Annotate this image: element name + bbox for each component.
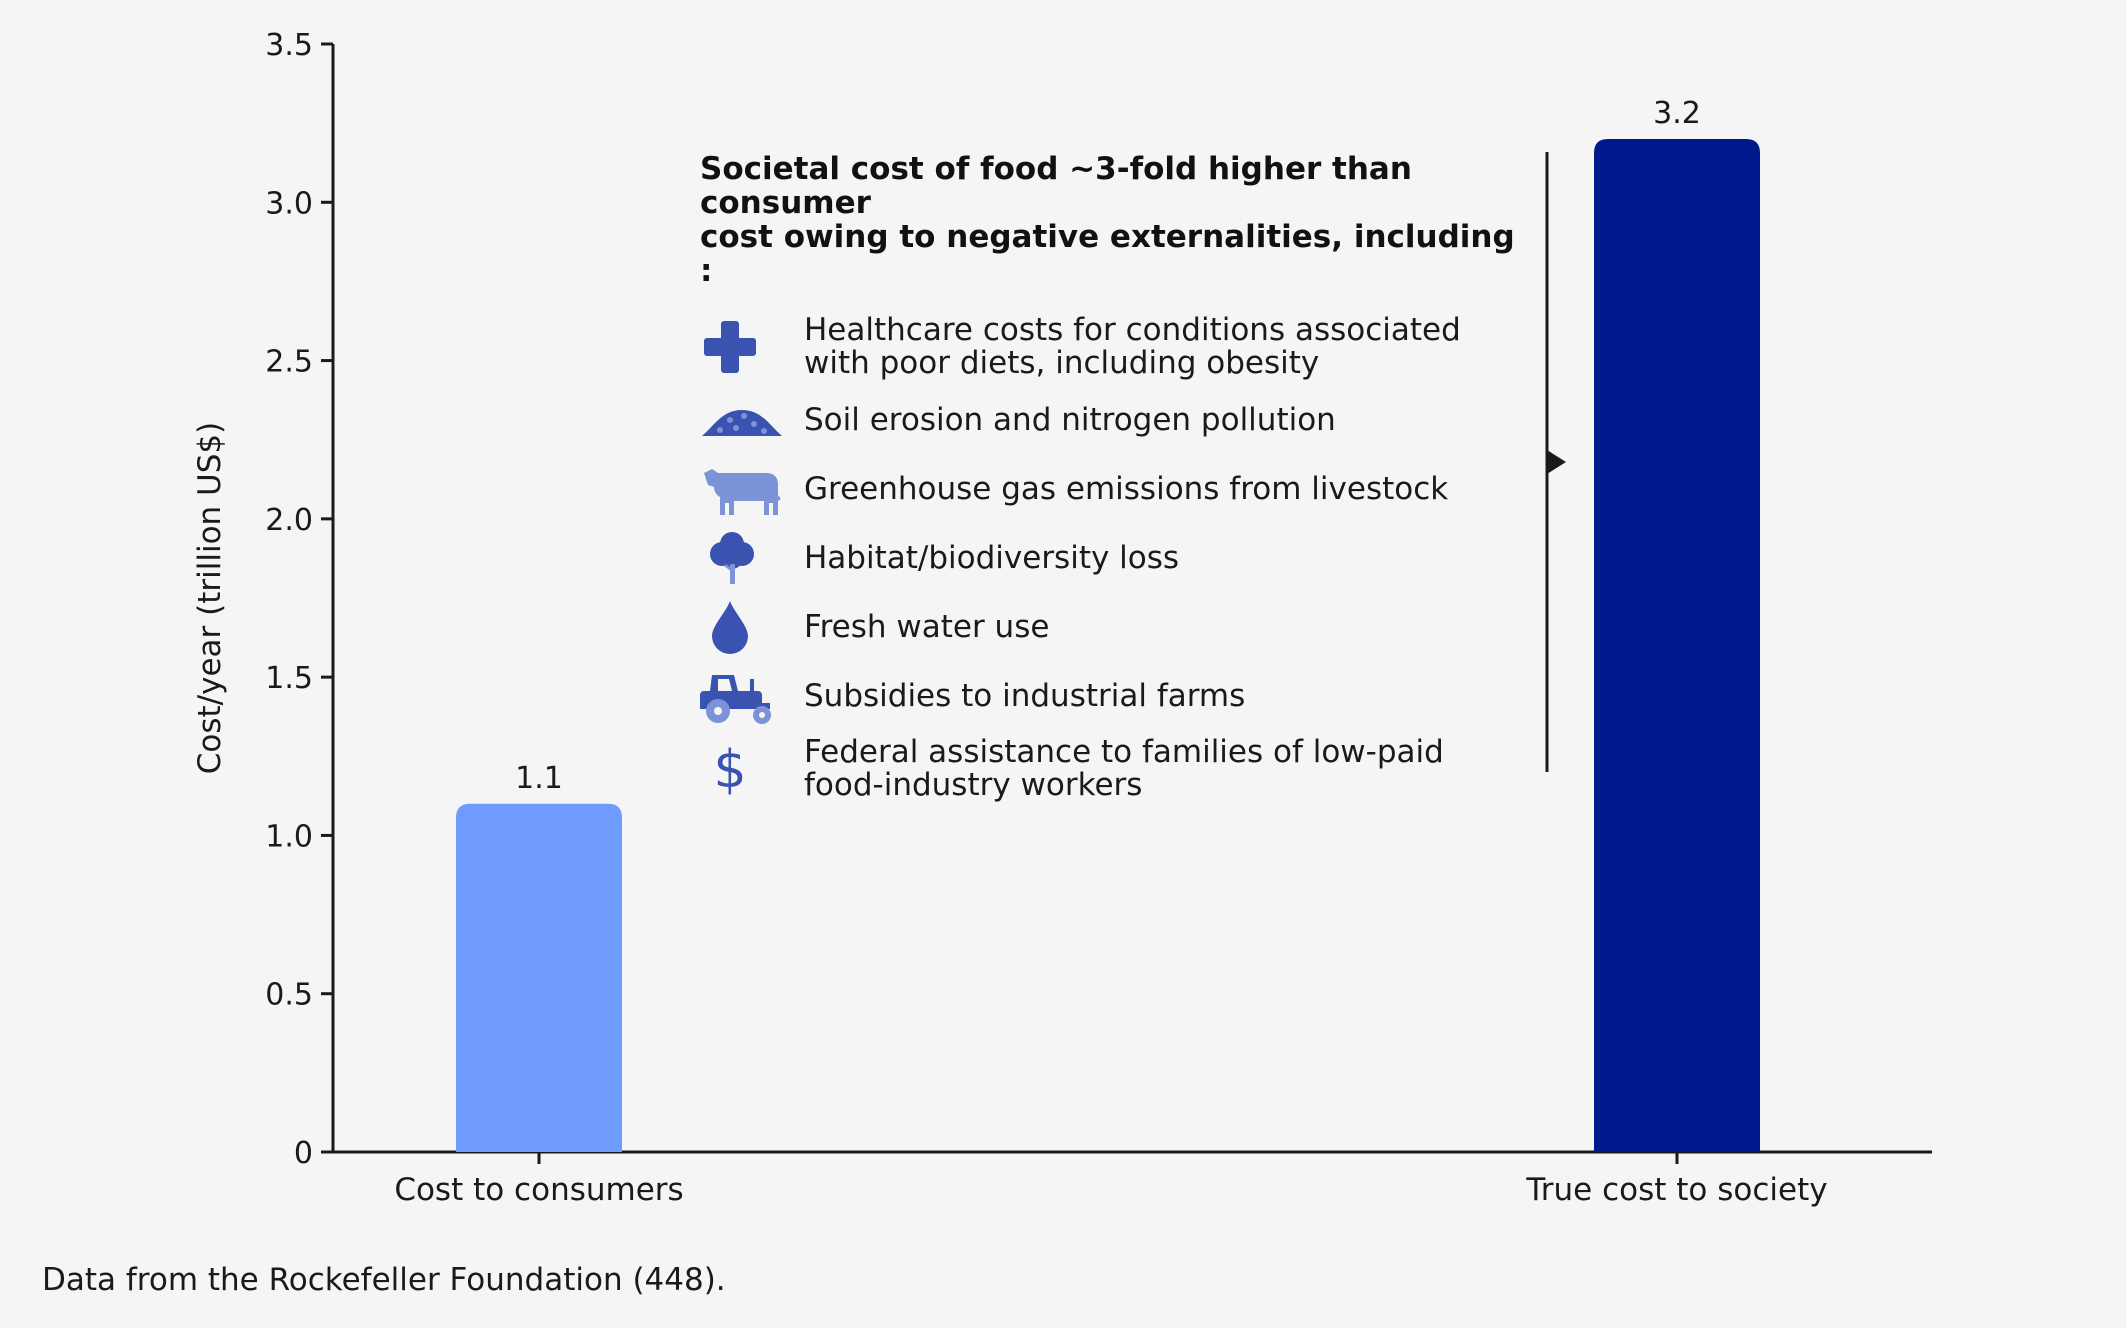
svg-text:$: $ [713, 740, 746, 799]
list-item: $ Federal assistance to families of low-… [700, 736, 1530, 802]
list-item: Fresh water use [700, 598, 1530, 656]
bars: 1.1 3.2 [456, 96, 1760, 1152]
dollar-icon: $ [700, 740, 790, 799]
item-text-line1: Healthcare costs for conditions associat… [804, 312, 1461, 348]
item-text-line1: Greenhouse gas emissions from livestock [804, 470, 1449, 507]
y-tick-label: 0.5 [265, 978, 313, 1013]
item-text-line1: Fresh water use [804, 608, 1050, 645]
item-text-line2: food-industry workers [804, 767, 1143, 803]
y-tick-label: 3.5 [265, 28, 313, 63]
list-item: Healthcare costs for conditions associat… [700, 314, 1530, 380]
annotation-title-line1: Societal cost of food ~3-fold higher tha… [700, 151, 1412, 221]
y-tick-label: 3.0 [265, 186, 313, 221]
y-tick-label: 1.5 [265, 661, 313, 696]
y-tick-label: 1.0 [265, 819, 313, 854]
y-axis-label: Cost/year (trillion US$) [192, 422, 228, 774]
cow-icon [700, 460, 790, 518]
item-text-line2: with poor diets, including obesity [804, 345, 1320, 381]
y-axis: 0 0.5 1.0 1.5 2.0 2.5 3.0 3.5 [265, 28, 335, 1171]
y-tick-label: 2.5 [265, 345, 313, 380]
bar-value-label: 3.2 [1653, 96, 1701, 131]
annotation-title-line2: cost owing to negative externalities, in… [700, 219, 1515, 289]
item-text-line1: Subsidies to industrial farms [804, 677, 1246, 714]
water-drop-icon [700, 598, 790, 656]
source-footnote: Data from the Rockefeller Foundation (44… [42, 1262, 726, 1298]
bar-true-cost-to-society [1594, 138, 1760, 1152]
y-tick-label: 0 [294, 1136, 313, 1171]
tractor-icon [700, 667, 790, 725]
annotation-title: Societal cost of food ~3-fold higher tha… [700, 152, 1530, 288]
bar-cost-to-consumers [456, 803, 622, 1152]
list-item: Greenhouse gas emissions from livestock [700, 460, 1530, 518]
externalities-annotation: Societal cost of food ~3-fold higher tha… [700, 152, 1530, 813]
cross-icon [700, 318, 790, 376]
x-tick-label: Cost to consumers [394, 1172, 683, 1208]
list-item: Soil erosion and nitrogen pollution [700, 391, 1530, 449]
x-tick-label: True cost to society [1525, 1172, 1827, 1208]
soil-pile-icon [700, 391, 790, 449]
bar-value-label: 1.1 [515, 761, 563, 796]
list-item: Subsidies to industrial farms [700, 667, 1530, 725]
item-text-line1: Federal assistance to families of low-pa… [804, 734, 1444, 770]
item-text-line1: Habitat/biodiversity loss [804, 539, 1180, 576]
tree-icon [700, 529, 790, 587]
y-tick-label: 2.0 [265, 503, 313, 538]
list-item: Habitat/biodiversity loss [700, 529, 1530, 587]
item-text-line1: Soil erosion and nitrogen pollution [804, 401, 1336, 438]
annotation-bracket [1545, 152, 1566, 772]
x-axis: Cost to consumers True cost to society [333, 1150, 1932, 1208]
